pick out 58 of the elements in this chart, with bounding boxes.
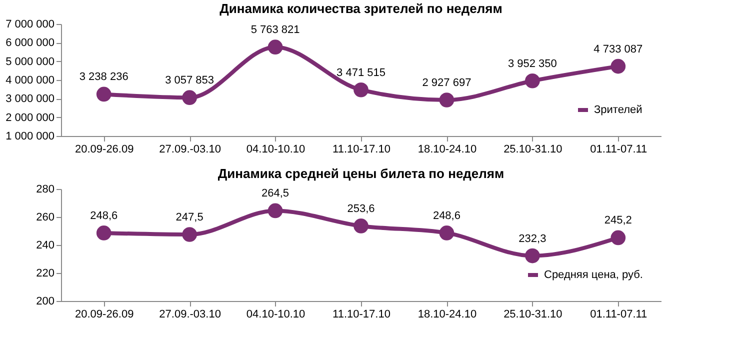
y-tick-label: 200	[36, 296, 54, 308]
point	[354, 82, 368, 98]
x-tick-label: 27.09.-03.10	[159, 308, 221, 320]
y-tick-label: 3 000 000	[6, 93, 54, 106]
point	[610, 58, 626, 74]
point	[96, 226, 112, 240]
point	[182, 90, 197, 105]
point	[96, 86, 112, 102]
y-tick-label: 260	[36, 212, 54, 224]
data-label: 4 733 087	[594, 43, 643, 56]
data-label: 5 763 821	[250, 24, 300, 36]
point	[439, 92, 454, 108]
data-label: 3 471 515	[336, 66, 386, 79]
point	[525, 73, 540, 88]
x-tick-label: 11.10-17.10	[332, 144, 390, 156]
x-tick-label: 25.10-31.10	[504, 308, 562, 320]
x-tick-label: 01.11-07.11	[590, 144, 648, 156]
data-label: 3 952 350	[508, 58, 557, 70]
x-tick-label: 18.10-24.10	[418, 308, 477, 320]
chart-title: Динамика средней цены билета по неделям	[218, 166, 504, 181]
data-label: 245,2	[604, 214, 632, 227]
data-label: 253,6	[347, 202, 375, 215]
y-tick-label: 5 000 000	[6, 56, 54, 68]
x-tick-label: 01.11-07.11	[590, 308, 648, 320]
x-tick-label: 04.10-10.10	[246, 308, 306, 320]
y-tick-label: 1 000 000	[6, 130, 54, 142]
point	[182, 227, 197, 242]
data-label: 248,6	[432, 210, 460, 222]
x-tick-label: 04.10-10.10	[246, 144, 306, 156]
y-tick-label: 2 000 000	[6, 112, 54, 124]
x-tick-label: 20.09-26.09	[75, 308, 134, 320]
data-label: 3 057 853	[165, 74, 214, 87]
x-tick-label: 11.10-17.10	[332, 308, 390, 320]
point	[439, 226, 454, 240]
y-tick-label: 240	[36, 240, 54, 252]
y-tick-label: 6 000 000	[6, 37, 54, 50]
x-tick-label: 27.09.-03.10	[159, 144, 221, 156]
y-tick-label: 280	[36, 184, 54, 196]
y-tick-label: 220	[36, 268, 54, 280]
x-tick-label: 18.10-24.10	[418, 144, 477, 156]
x-tick-label: 25.10-31.10	[504, 144, 562, 156]
x-tick-label: 20.09-26.09	[75, 144, 134, 156]
data-label: 232,3	[518, 232, 546, 245]
data-label: 248,6	[90, 210, 118, 222]
data-label: 264,5	[262, 188, 290, 200]
legend-label: Зрителей	[594, 104, 642, 116]
data-label: 3 238 236	[79, 71, 128, 84]
point	[610, 230, 626, 246]
legend-label: Средняя цена, руб.	[544, 269, 643, 281]
y-tick-label: 4 000 000	[6, 74, 54, 86]
point	[268, 40, 283, 54]
point	[354, 218, 368, 234]
point	[268, 203, 283, 218]
data-label: 2 927 697	[422, 77, 472, 90]
data-label: 247,5	[176, 212, 204, 224]
point	[525, 248, 540, 264]
y-tick-label: 7 000 000	[6, 18, 54, 30]
chart-title: Динамика количества зрителей по неделям	[220, 1, 502, 16]
